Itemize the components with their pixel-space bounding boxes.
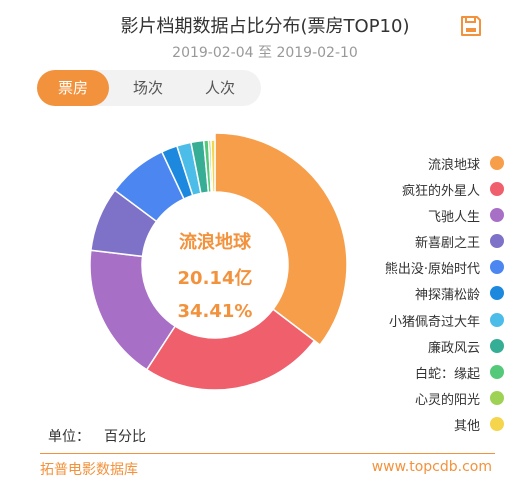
legend-swatch	[490, 234, 504, 249]
unit-caption: 单位：	[48, 429, 90, 445]
footer-divider	[40, 453, 495, 454]
chart-legend: 流浪地球疯狂的外星人飞驰人生新喜剧之王熊出没·原始时代神探蒲松龄小猪佩奇过大年廉…	[340, 150, 510, 437]
metric-tabs: 票房 场次 人次	[37, 70, 261, 106]
legend-swatch	[490, 182, 504, 197]
donut-chart	[89, 132, 348, 391]
legend-item[interactable]: 心灵的阳光	[340, 385, 510, 411]
legend-swatch	[490, 390, 504, 405]
tab-box-office[interactable]: 票房	[37, 70, 109, 106]
date-range: 2019-02-04 至 2019-02-10	[0, 42, 530, 62]
legend-label: 小猪佩奇过大年	[388, 314, 480, 330]
legend-item[interactable]: 小猪佩奇过大年	[340, 307, 510, 333]
legend-item[interactable]: 廉政风云	[340, 333, 510, 359]
legend-swatch	[490, 364, 504, 379]
date-separator: 至	[258, 45, 272, 61]
legend-item[interactable]: 流浪地球	[340, 150, 510, 176]
legend-item[interactable]: 疯狂的外星人	[340, 176, 510, 202]
legend-swatch	[490, 208, 504, 223]
tab-screenings[interactable]: 场次	[132, 79, 163, 97]
donut-slice-0[interactable]	[214, 132, 348, 347]
legend-swatch	[490, 338, 504, 353]
legend-label: 其他	[453, 418, 480, 434]
center-movie-name: 流浪地球	[179, 232, 251, 253]
legend-swatch	[490, 312, 504, 327]
unit-label: 单位： 百分比	[48, 426, 160, 446]
legend-item[interactable]: 飞驰人生	[340, 202, 510, 228]
legend-item[interactable]: 白蛇：缘起	[340, 359, 510, 385]
footer-url[interactable]: www.topcdb.com	[371, 459, 492, 475]
legend-item[interactable]: 熊出没·原始时代	[340, 254, 510, 280]
legend-swatch	[490, 286, 504, 301]
legend-label: 疯狂的外星人	[401, 184, 480, 200]
donut-slice-1[interactable]	[145, 308, 316, 391]
legend-swatch	[490, 156, 504, 170]
legend-label: 熊出没·原始时代	[384, 262, 480, 278]
footer-brand: 拓普电影数据库	[40, 462, 138, 478]
tab-admissions[interactable]: 人次	[204, 79, 235, 97]
save-icon[interactable]	[459, 14, 483, 38]
legend-label: 新喜剧之王	[414, 236, 480, 252]
legend-item[interactable]: 新喜剧之王	[340, 228, 510, 254]
center-box-office-value: 20.14亿	[177, 268, 253, 289]
legend-label: 神探蒲松龄	[414, 288, 480, 304]
legend-label: 白蛇：缘起	[414, 366, 480, 382]
unit-value: 百分比	[104, 429, 146, 445]
legend-label: 流浪地球	[427, 158, 480, 173]
legend-item[interactable]: 其他	[340, 411, 510, 437]
chart-title: 影片档期数据占比分布(票房TOP10)	[120, 16, 410, 37]
legend-item[interactable]: 神探蒲松龄	[340, 280, 510, 306]
legend-label: 飞驰人生	[427, 210, 480, 226]
center-percent: 34.41%	[177, 301, 253, 322]
legend-label: 心灵的阳光	[414, 392, 480, 408]
legend-label: 廉政风云	[427, 340, 480, 356]
donut-slice-10[interactable]	[210, 139, 216, 193]
date-end: 2019-02-10	[276, 45, 358, 61]
legend-swatch	[490, 416, 504, 431]
legend-swatch	[490, 260, 504, 275]
date-start: 2019-02-04	[172, 45, 254, 61]
